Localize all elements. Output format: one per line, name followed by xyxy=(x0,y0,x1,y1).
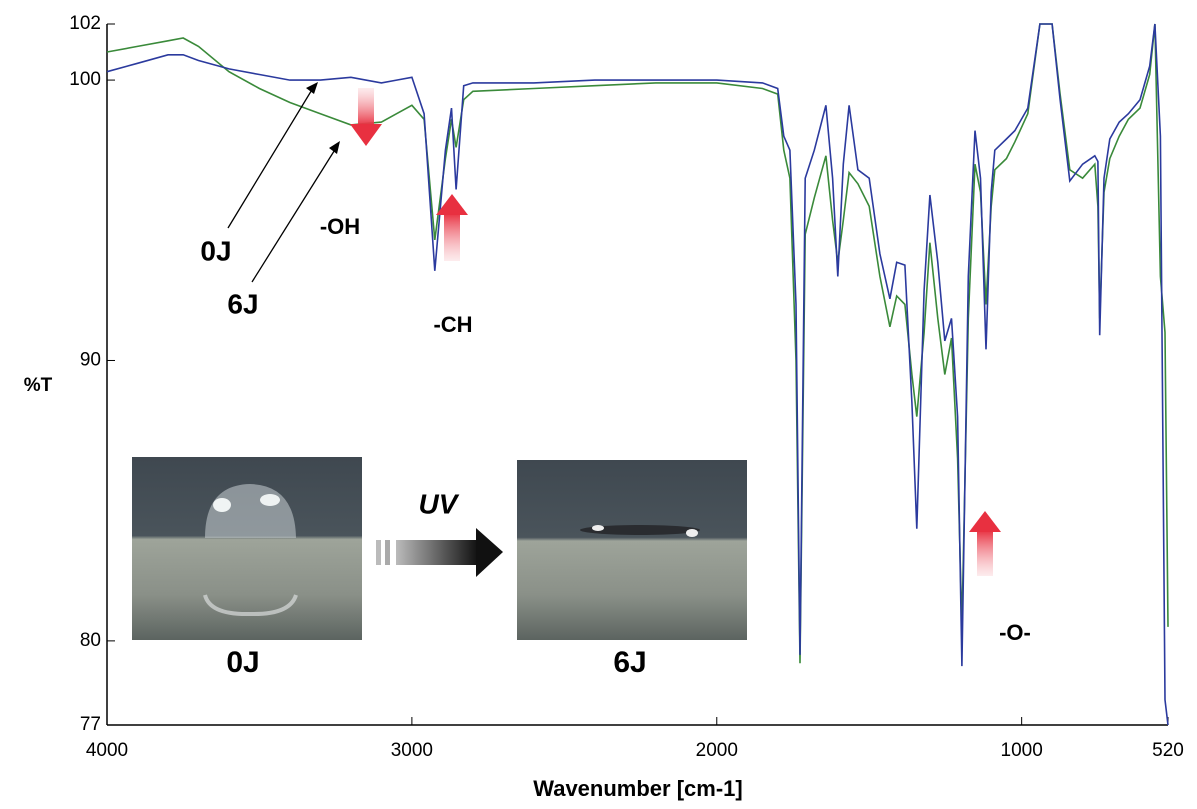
annotation: -O- xyxy=(999,620,1031,645)
series-line xyxy=(106,23,1169,726)
y-tick-label: 102 xyxy=(69,13,101,34)
y-tick-label: 77 xyxy=(80,714,101,735)
y-tick-label: 80 xyxy=(80,630,101,651)
annotation: -OH xyxy=(320,214,360,239)
x-tick-label: 520 xyxy=(1152,740,1184,761)
y-axis-label: %T xyxy=(24,375,53,396)
uv-arrow xyxy=(376,528,503,577)
photo-0j xyxy=(132,457,362,640)
plot-lines xyxy=(106,23,1169,726)
photo-caption: 0J xyxy=(226,646,259,679)
pointer-arrows xyxy=(227,82,340,283)
x-tick-label: 2000 xyxy=(696,740,738,761)
change-arrows xyxy=(350,88,1001,576)
series-label: 0J xyxy=(200,235,231,266)
y-tick-label: 100 xyxy=(69,69,101,90)
photo-6j xyxy=(517,460,747,640)
annotation: -CH xyxy=(433,312,472,337)
x-tick-label: 3000 xyxy=(391,740,433,761)
x-tick-label: 1000 xyxy=(1001,740,1043,761)
x-tick-label: 4000 xyxy=(86,740,128,761)
x-axis-label: Wavenumber [cm-1] xyxy=(533,776,742,801)
y-tick-label: 90 xyxy=(80,349,101,370)
photo-caption: 6J xyxy=(613,646,646,679)
axes: 77 80 90 100 102 4000 3000 2000 1000 520 xyxy=(69,13,1184,761)
annotation: UV xyxy=(419,488,460,519)
series-label: 6J xyxy=(227,288,258,319)
